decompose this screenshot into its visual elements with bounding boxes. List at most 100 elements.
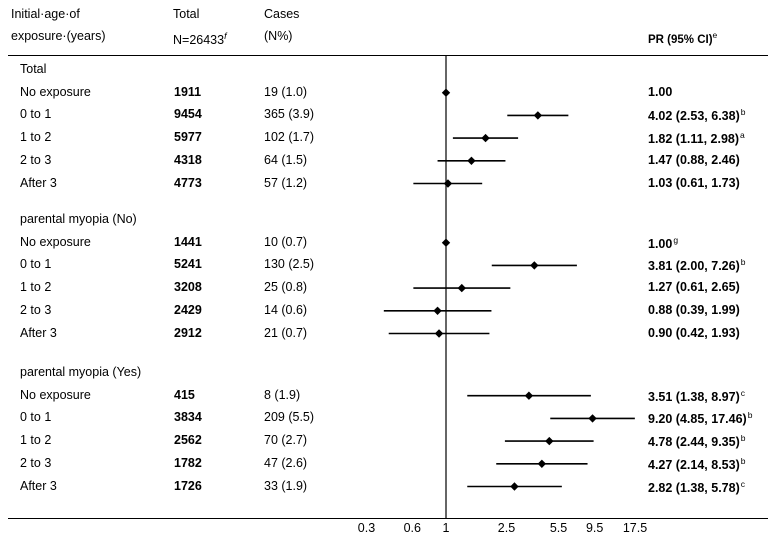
row-cases: 33 (1.9) xyxy=(264,478,308,493)
header-cases-line1: Cases xyxy=(264,7,300,21)
row-total: 2429 xyxy=(174,302,202,317)
row-label: After 3 xyxy=(20,175,57,190)
section-title: parental myopia (Yes) xyxy=(20,365,142,379)
row-label: 1 to 2 xyxy=(20,433,52,448)
row-pr-text: 4.78 (2.44, 9.35) xyxy=(648,435,740,450)
row-cases: 102 (1.7) xyxy=(264,130,315,145)
point-estimate-marker xyxy=(457,283,466,293)
point-estimate-marker xyxy=(443,179,453,188)
row-pr-text: 1.03 (0.61, 1.73) xyxy=(648,175,740,190)
row-label: 2 to 3 xyxy=(20,455,52,470)
row-total: 1782 xyxy=(174,455,202,470)
row-cases: 19 (1.0) xyxy=(264,84,308,99)
row-pr-text: 3.81 (2.00, 7.26) xyxy=(648,259,740,274)
row-pr-text: 1.82 (1.11, 2.98) xyxy=(648,132,740,147)
footer-rule xyxy=(8,518,768,519)
row-cases: 365 (3.9) xyxy=(264,107,315,122)
row-label: After 3 xyxy=(20,325,57,340)
point-estimate-marker xyxy=(481,133,490,143)
row-label: 0 to 1 xyxy=(20,410,52,425)
row-cases: 130 (2.5) xyxy=(264,257,315,272)
header-total-n: N=26433 xyxy=(173,33,225,48)
header-exposure-line1: Initial·age·of xyxy=(11,7,80,21)
row-pr-ci: 0.90 (0.42, 1.93) xyxy=(648,326,740,340)
x-tick-label: 9.5 xyxy=(586,521,603,535)
row-total: 9454 xyxy=(174,107,202,122)
row-pr-footnote: g xyxy=(673,234,679,245)
x-tick-label: 0.3 xyxy=(358,521,375,535)
point-estimate-marker xyxy=(533,111,543,120)
row-pr-ci: 1.82 (1.11, 2.98)a xyxy=(648,130,745,146)
row-label: No exposure xyxy=(20,84,91,99)
row-pr-text: 4.02 (2.53, 6.38) xyxy=(648,109,740,124)
row-total: 3208 xyxy=(174,280,202,295)
row-total: 1726 xyxy=(174,478,202,493)
header-pr-text: PR (95% CI) xyxy=(648,33,713,46)
row-pr-ci: 1.03 (0.61, 1.73) xyxy=(648,176,740,190)
row-cases: 25 (0.8) xyxy=(264,280,308,295)
row-cases: 14 (0.6) xyxy=(264,302,308,317)
row-label: After 3 xyxy=(20,478,57,493)
row-total: 5977 xyxy=(174,130,202,145)
point-estimate-marker xyxy=(530,261,539,270)
row-total: 2912 xyxy=(174,325,202,340)
row-total: 4773 xyxy=(174,175,202,190)
header-total-line2: N=26433f xyxy=(173,25,227,51)
row-pr-text: 1.47 (0.88, 2.46) xyxy=(648,152,740,167)
row-total: 2562 xyxy=(174,433,202,448)
point-estimate-marker xyxy=(433,306,442,315)
x-tick-label: 5.5 xyxy=(550,521,567,535)
row-pr-footnote: b xyxy=(740,257,746,268)
section-title: parental myopia (No) xyxy=(20,212,137,226)
row-label: 2 to 3 xyxy=(20,302,52,317)
point-estimate-marker xyxy=(524,391,534,400)
point-estimate-marker xyxy=(434,329,444,338)
row-label: No exposure xyxy=(20,387,91,402)
row-pr-footnote: a xyxy=(740,130,745,141)
row-pr-footnote: b xyxy=(740,107,746,118)
row-pr-text: 1.00 xyxy=(648,236,673,251)
header-exposure-line2: exposure·(years) xyxy=(11,29,106,43)
row-cases: 10 (0.7) xyxy=(264,234,308,249)
row-cases: 64 (1.5) xyxy=(264,152,308,167)
row-total: 1911 xyxy=(174,84,202,99)
row-cases: 21 (0.7) xyxy=(264,325,308,340)
row-pr-ci: 4.27 (2.14, 8.53)b xyxy=(648,456,745,472)
x-tick-label: 1 xyxy=(443,521,450,535)
row-label: 1 to 2 xyxy=(20,130,52,145)
row-cases: 8 (1.9) xyxy=(264,387,301,402)
row-cases: 70 (2.7) xyxy=(264,433,308,448)
row-pr-text: 4.27 (2.14, 8.53) xyxy=(648,457,740,472)
row-pr-ci: 4.02 (2.53, 6.38)b xyxy=(648,107,745,123)
row-cases: 57 (1.2) xyxy=(264,175,308,190)
point-estimate-marker xyxy=(545,436,554,446)
x-tick-label: 17.5 xyxy=(623,521,647,535)
row-pr-ci: 0.88 (0.39, 1.99) xyxy=(648,303,740,317)
row-pr-footnote: b xyxy=(740,433,746,444)
row-pr-text: 9.20 (4.85, 17.46) xyxy=(648,412,747,427)
row-cases: 209 (5.5) xyxy=(264,410,315,425)
row-pr-footnote: c xyxy=(740,478,745,489)
row-label: 0 to 1 xyxy=(20,107,52,122)
row-pr-text: 0.88 (0.39, 1.99) xyxy=(648,302,740,317)
row-pr-ci: 3.51 (1.38, 8.97)c xyxy=(648,388,745,404)
row-total: 415 xyxy=(174,387,195,402)
row-pr-ci: 4.78 (2.44, 9.35)b xyxy=(648,433,745,449)
header-total-line1: Total xyxy=(173,7,200,21)
row-label: No exposure xyxy=(20,234,91,249)
point-estimate-marker xyxy=(467,156,476,165)
point-estimate-marker xyxy=(588,414,597,423)
row-pr-ci: 1.27 (0.61, 2.65) xyxy=(648,280,740,294)
x-tick-label: 0.6 xyxy=(404,521,421,535)
row-pr-footnote: c xyxy=(740,387,745,398)
row-pr-ci: 1.00g xyxy=(648,235,678,251)
header-pr-label: PR (95% CI)e xyxy=(648,24,717,51)
row-pr-footnote: b xyxy=(740,455,746,466)
header-cases-line2: (N%) xyxy=(264,29,293,43)
header-total-label: Total N=26433f xyxy=(173,3,227,51)
row-pr-ci: 3.81 (2.00, 7.26)b xyxy=(648,257,745,273)
header-rule xyxy=(8,55,768,56)
row-cases: 47 (2.6) xyxy=(264,455,308,470)
x-tick-label: 2.5 xyxy=(498,521,515,535)
